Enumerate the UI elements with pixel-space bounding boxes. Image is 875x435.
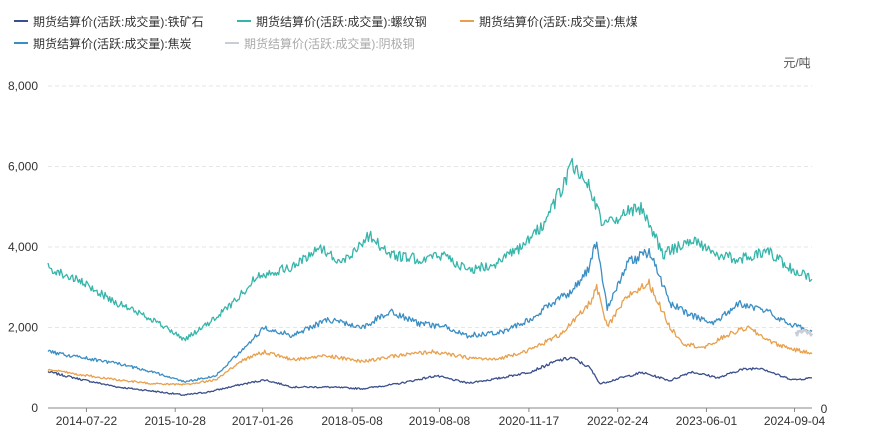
series-line-rebar <box>47 157 813 342</box>
legend-label-iron-ore: 期货结算价(活跃:成交量):铁矿石 <box>33 14 204 29</box>
legend-swatch-coking-coal <box>460 20 475 22</box>
legend-label-coke: 期货结算价(活跃:成交量):焦炭 <box>33 36 192 51</box>
x-tick-label-1: 2015-10-28 <box>145 414 207 428</box>
x-tick-label-4: 2019-08-08 <box>409 414 471 428</box>
axis-layer: 元/吨 0 0 2,000 4,000 6,000 8,000 2014-07-22 201… <box>8 56 828 428</box>
series-line-coking-coal <box>47 278 813 386</box>
grid-layer <box>48 85 812 328</box>
x-tick-label-5: 2020-11-17 <box>499 414 560 428</box>
y-tick-label-6000: 6,000 <box>8 160 38 174</box>
legend-swatch-coke <box>14 42 28 44</box>
legend: 期货结算价(活跃:成交量):铁矿石 期货结算价(活跃:成交量):螺纹钢 期货结算… <box>14 10 864 54</box>
y-tick-label-4000: 4,000 <box>8 240 38 254</box>
legend-swatch-iron-ore <box>14 20 28 22</box>
y-tick-label-2000: 2,000 <box>8 321 38 335</box>
legend-item-coke[interactable]: 期货结算价(活跃:成交量):焦炭 <box>14 32 192 54</box>
x-tick-label-8: 2024-09-04 <box>764 414 826 428</box>
legend-item-rebar[interactable]: 期货结算价(活跃:成交量):螺纹钢 <box>237 10 427 32</box>
legend-label-coking-coal: 期货结算价(活跃:成交量):焦煤 <box>479 14 638 29</box>
series-layer <box>47 157 814 396</box>
x-tick-label-0: 2014-07-22 <box>56 414 118 428</box>
x-tick-label-2: 2017-01-26 <box>232 414 294 428</box>
unit-label: 元/吨 <box>783 56 810 70</box>
x-tick-label-6: 2022-02-24 <box>587 414 649 428</box>
legend-item-iron-ore[interactable]: 期货结算价(活跃:成交量):铁矿石 <box>14 10 204 32</box>
legend-item-copper[interactable]: 期货结算价(活跃:成交量):阴极铜 <box>225 32 415 54</box>
legend-swatch-rebar <box>237 20 252 22</box>
legend-label-copper: 期货结算价(活跃:成交量):阴极铜 <box>244 36 415 51</box>
series-line-iron-ore <box>47 356 813 396</box>
y-tick-label-0: 0 <box>31 401 38 415</box>
x-tick-label-3: 2018-05-08 <box>321 414 383 428</box>
legend-swatch-copper <box>225 42 240 44</box>
right-axis-label: 0 <box>821 402 828 416</box>
series-line-copper <box>794 328 814 337</box>
y-tick-label-8000: 8,000 <box>8 79 38 93</box>
series-line-coke <box>47 241 813 383</box>
x-tick-label-7: 2023-06-01 <box>676 414 738 428</box>
legend-label-rebar: 期货结算价(活跃:成交量):螺纹钢 <box>256 14 427 29</box>
legend-item-coking-coal[interactable]: 期货结算价(活跃:成交量):焦煤 <box>460 10 638 32</box>
